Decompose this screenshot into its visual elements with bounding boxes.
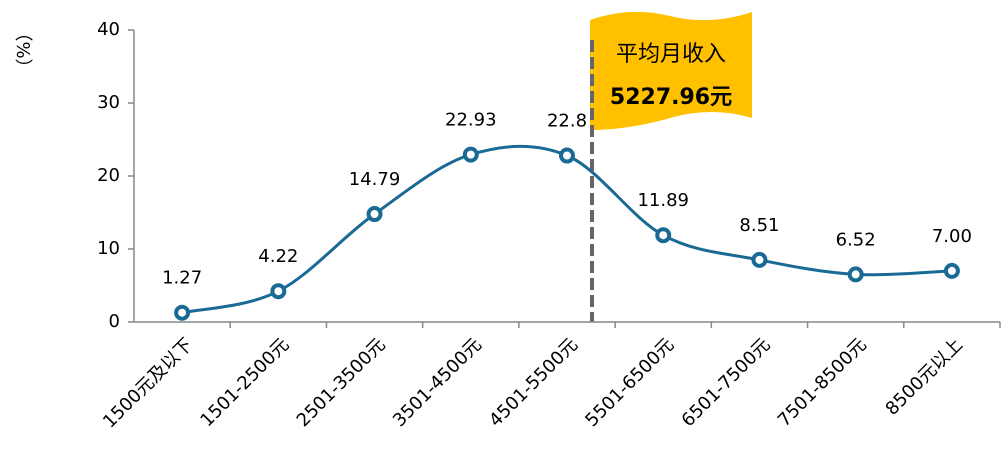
x-tick-label: 2501-3500元 — [293, 334, 390, 431]
point — [462, 146, 479, 163]
point — [847, 266, 864, 283]
y-tick-label: 10 — [97, 238, 120, 259]
point — [751, 251, 768, 268]
x-tick-label: 6501-7500元 — [678, 334, 775, 431]
x-tick-label: 4501-5500元 — [485, 334, 582, 431]
x-tick-label: 7501-8500元 — [774, 334, 871, 431]
y-tick-label: 0 — [109, 311, 120, 332]
x-tick-label: 8500元以上 — [882, 334, 967, 419]
point — [559, 147, 575, 164]
point — [270, 283, 287, 300]
point — [655, 227, 672, 244]
y-tick-label: 20 — [97, 165, 120, 186]
data-label: 22.93 — [445, 110, 497, 131]
y-tick-label: 40 — [97, 19, 120, 40]
annotation-value: 5227.96元 — [610, 85, 732, 110]
data-label: 7.00 — [932, 226, 972, 247]
point — [174, 304, 191, 321]
data-label: 1.27 — [162, 268, 202, 289]
x-tick-label: 3501-4500元 — [389, 334, 486, 431]
annotation-text: 平均月收入 — [616, 42, 726, 67]
x-tick-label: 5501-6500元 — [581, 334, 678, 431]
y-tick-label: 30 — [97, 92, 120, 113]
data-label: 8.51 — [739, 215, 779, 236]
data-label: 11.89 — [637, 190, 689, 211]
annotation-flag — [590, 11, 752, 130]
point — [943, 262, 960, 279]
data-label: 6.52 — [836, 229, 876, 250]
y-axis-label: （%） — [12, 23, 33, 76]
x-tick-label: 1500元及以下 — [99, 334, 197, 432]
x-tick-label: 1501-2500元 — [196, 334, 293, 431]
data-label: 14.79 — [349, 169, 401, 190]
data-label: 4.22 — [258, 246, 298, 267]
point — [366, 206, 383, 223]
data-label: 22.8 — [547, 111, 587, 132]
